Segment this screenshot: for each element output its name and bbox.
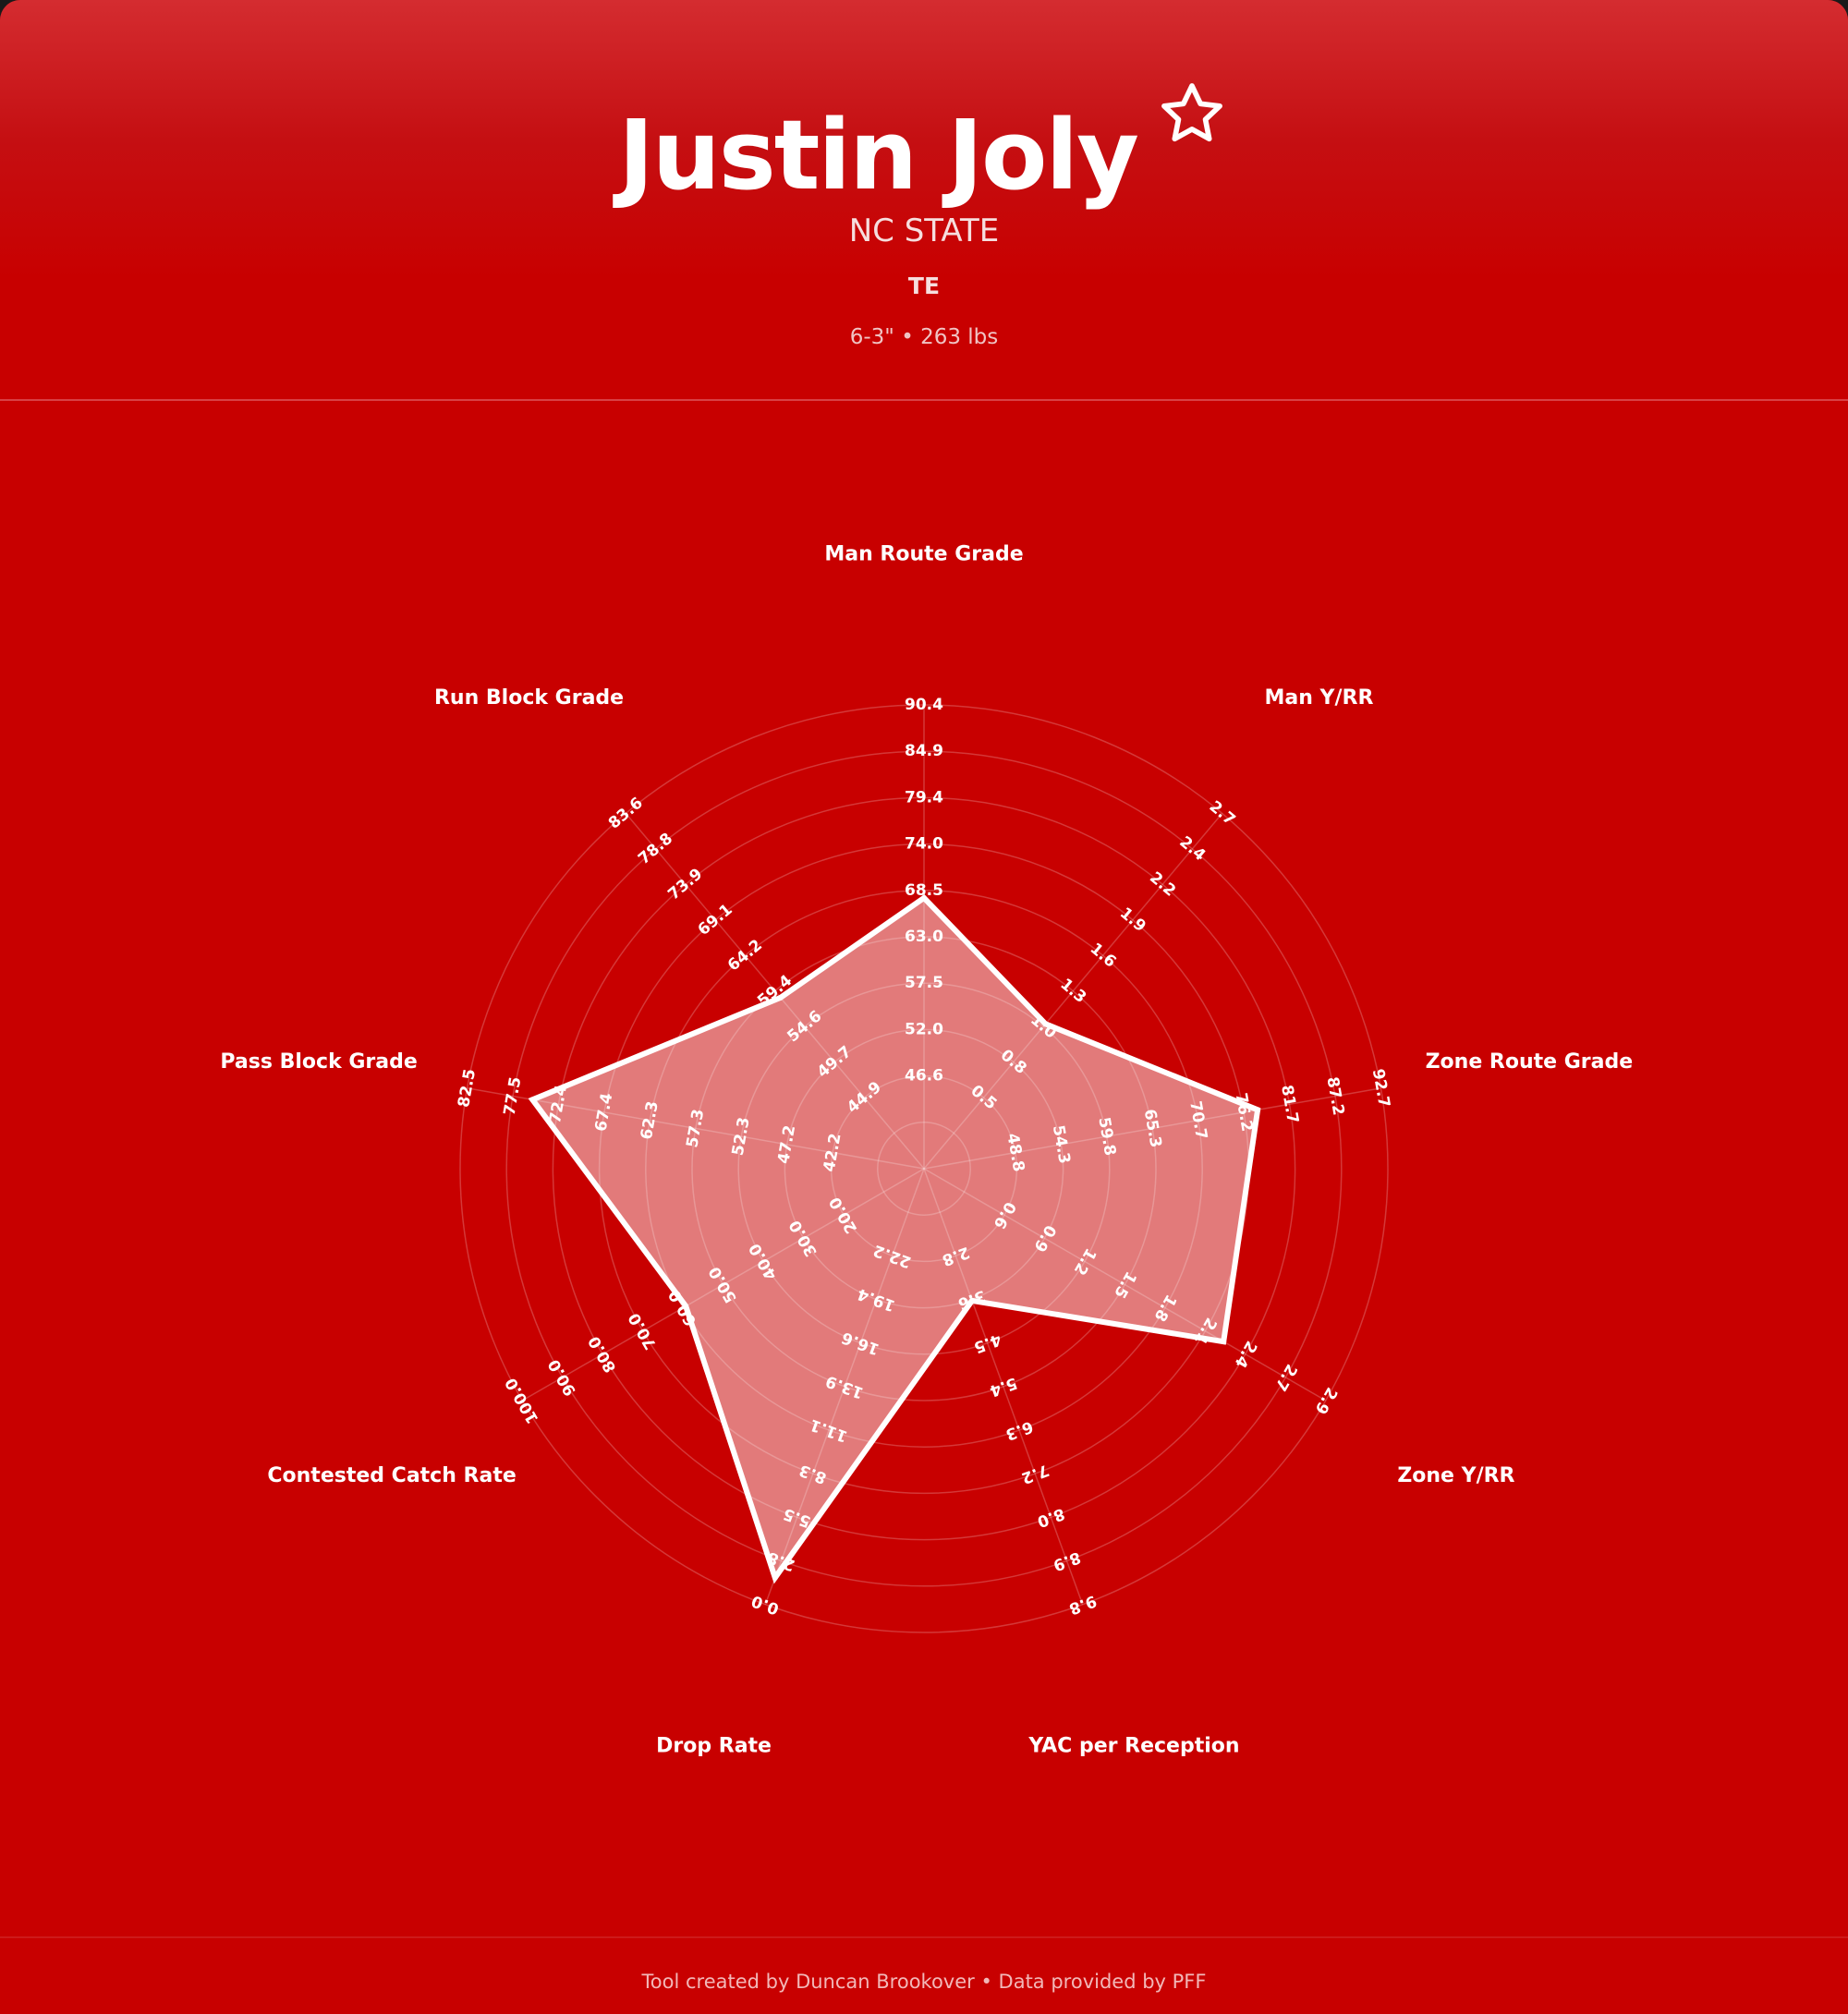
- axis-spoke: [923, 1087, 1381, 1170]
- tick-label: 74.0: [905, 835, 943, 854]
- grid-ring: [505, 750, 1343, 1587]
- grid-ring: [830, 1074, 1018, 1263]
- player-data-polygon: [528, 893, 1261, 1584]
- tick-label: 9.8: [1066, 1591, 1099, 1618]
- axis-label: Contested Catch Rate: [267, 1464, 516, 1487]
- tick-label: 8.0: [1035, 1504, 1067, 1531]
- tick-label: 4.5: [971, 1329, 1003, 1356]
- tick-label: 46.6: [905, 1067, 943, 1086]
- tick-label: 2.4: [1231, 1338, 1260, 1371]
- tick-label: 2.7: [1270, 1361, 1300, 1394]
- data-point: [1255, 1107, 1261, 1113]
- tick-label: 84.9: [905, 742, 943, 760]
- grid-ring: [737, 982, 1111, 1355]
- data-point: [968, 1297, 975, 1304]
- tick-label: 100.0: [502, 1375, 542, 1427]
- footer-divider: [0, 1936, 1848, 1938]
- tick-label: 52.0: [905, 1020, 943, 1038]
- axis-spoke: [521, 1168, 925, 1401]
- data-point: [1042, 1021, 1049, 1027]
- axis-spoke: [625, 812, 925, 1170]
- tick-label: 78.8: [635, 830, 676, 868]
- tick-label: 6.3: [1003, 1416, 1035, 1443]
- tick-label: 2.7: [1206, 797, 1239, 830]
- tick-label: 70.0: [625, 1309, 660, 1352]
- axis-spoke: [923, 1168, 1084, 1605]
- tick-label: 5.4: [987, 1373, 1019, 1400]
- axis-label: Zone Route Grade: [1426, 1050, 1634, 1074]
- footer-credit: Tool created by Duncan Brookover • Data …: [641, 1971, 1207, 1993]
- tick-label: 90.0: [545, 1356, 580, 1399]
- grid-ring: [552, 796, 1296, 1541]
- axis-spoke: [923, 812, 1223, 1170]
- axis-spoke: [923, 1168, 1327, 1401]
- axis-spoke: [764, 1168, 925, 1605]
- tick-label: 73.9: [664, 865, 706, 904]
- tick-label: 79.4: [905, 788, 943, 807]
- grid-ring: [645, 890, 1203, 1448]
- tick-label: 2.4: [1175, 833, 1209, 866]
- axis-label: Run Block Grade: [434, 686, 624, 710]
- tick-label: 81.7: [1277, 1084, 1302, 1125]
- grid-ring: [877, 1122, 971, 1216]
- data-point: [772, 1574, 778, 1581]
- grid-ring: [459, 704, 1389, 1633]
- tick-label: 83.6: [605, 794, 647, 832]
- axis-label: Pass Block Grade: [220, 1050, 417, 1074]
- tick-label: 69.1: [695, 901, 736, 940]
- axis-label: YAC per Reception: [1027, 1734, 1239, 1757]
- tick-label: 8.9: [1051, 1547, 1083, 1574]
- tick-label: 82.5: [455, 1067, 480, 1109]
- player-name: Justin Joly: [618, 99, 1139, 212]
- tick-label: 90.4: [905, 696, 943, 714]
- tick-label: 57.5: [905, 974, 943, 992]
- data-point: [529, 1097, 536, 1103]
- star-icon-glyph: [1161, 83, 1222, 142]
- tick-label: 2.9: [1311, 1384, 1341, 1417]
- tick-label: 1.9: [1116, 904, 1149, 936]
- player-measurables: 6-3" • 263 lbs: [849, 325, 999, 349]
- tick-label: 92.7: [1368, 1067, 1393, 1109]
- tick-label: 7.2: [1019, 1461, 1052, 1487]
- tick-label: 80.0: [585, 1332, 620, 1375]
- tick-label: 87.2: [1322, 1075, 1347, 1117]
- star-outline-icon[interactable]: [1157, 79, 1227, 150]
- player-position: TE: [907, 273, 941, 299]
- tick-label: 64.2: [724, 936, 766, 975]
- tick-label: 2.2: [1146, 868, 1179, 901]
- grid-ring: [691, 936, 1157, 1401]
- player-school: NC STATE: [848, 212, 1000, 249]
- player-header: Justin Joly NC STATE TE 6-3" • 263 lbs: [0, 0, 1848, 401]
- data-point: [1221, 1339, 1227, 1345]
- axis-label: Man Route Grade: [824, 543, 1023, 566]
- tick-label: 0.0: [749, 1591, 782, 1618]
- tick-label: 77.5: [501, 1075, 526, 1117]
- axis-label: Drop Rate: [656, 1734, 772, 1757]
- axis-label: Man Y/RR: [1265, 686, 1374, 710]
- axis-spoke: [467, 1087, 925, 1170]
- axis-label: Zone Y/RR: [1397, 1464, 1514, 1487]
- tick-label: 68.5: [905, 881, 943, 900]
- tick-label: 63.0: [905, 928, 943, 946]
- grid-ring: [784, 1028, 1064, 1309]
- data-point: [921, 894, 927, 901]
- data-point: [777, 994, 784, 1001]
- data-point: [683, 1303, 689, 1309]
